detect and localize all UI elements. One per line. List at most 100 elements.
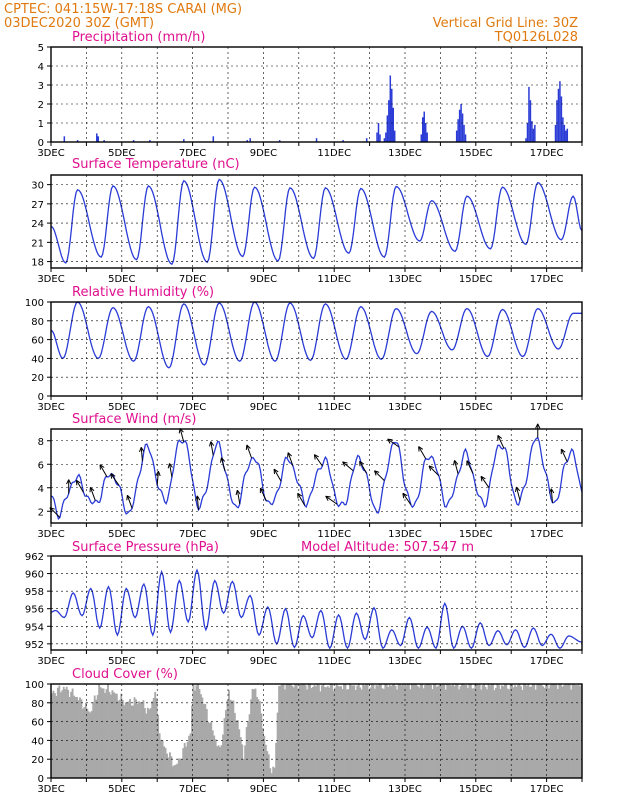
cloud-bar <box>407 684 410 778</box>
precip-bar <box>529 100 532 142</box>
cloud-bar <box>511 684 514 778</box>
y-tick-label: 20 <box>31 373 44 384</box>
cloud-bar <box>326 686 329 778</box>
x-tick-label: 9DEC <box>250 274 277 285</box>
precip-bar <box>525 138 527 142</box>
cloud-bar <box>80 699 83 778</box>
cloud-bar <box>546 684 549 778</box>
plot-frame <box>50 428 583 524</box>
cloud-bar <box>506 688 509 778</box>
y-tick-label: 100 <box>25 680 44 691</box>
cloud-bar <box>518 684 521 778</box>
cloud-bar <box>70 691 73 778</box>
wind-arrow <box>99 464 108 478</box>
cloud-bar <box>93 695 96 778</box>
precip-bar <box>342 140 344 142</box>
cloud-bar <box>270 773 273 778</box>
cloud-bar <box>244 745 247 778</box>
cloud-bar <box>64 689 67 778</box>
y-tick-label: 80 <box>31 699 44 710</box>
cloud-bar <box>112 692 115 778</box>
cloud-bar <box>435 686 438 778</box>
cloud-bar <box>198 689 201 778</box>
x-tick-label: 13DEC <box>388 148 422 159</box>
x-tick-label: 11DEC <box>317 402 351 413</box>
cloud-bar <box>264 744 267 778</box>
cloud-bar <box>562 685 565 778</box>
wind-arrow-head <box>235 489 241 496</box>
wind-arrow <box>273 468 282 482</box>
cloud-bar <box>369 687 372 778</box>
x-tick-label: 7DEC <box>179 148 206 159</box>
cloud-bar <box>120 693 123 778</box>
cloud-bar <box>376 685 379 778</box>
precip-bar <box>183 139 185 142</box>
cloud-bar <box>289 684 292 778</box>
cloud-bar <box>431 688 434 778</box>
wind-panel: 2 4 6 8 3DEC 5DEC 7DEC 9DEC 11DEC 13DEC 15DEC 17DEC… <box>37 412 583 540</box>
wind-arrow <box>374 470 385 481</box>
cloud-bar <box>101 688 104 778</box>
cloud-bar <box>114 693 117 778</box>
cloud-bar <box>232 700 235 778</box>
cloud-bar <box>199 694 202 778</box>
y-tick-label: 60 <box>31 336 44 347</box>
cloud-bar <box>385 684 388 778</box>
cloud-bar <box>79 697 81 778</box>
cloud-bar <box>446 684 449 778</box>
cloud-bar <box>527 684 530 778</box>
cloud-bar <box>197 684 199 778</box>
cloud-bar <box>176 763 179 778</box>
cloud-bar <box>242 758 245 778</box>
cloud-bar <box>387 687 390 778</box>
x-tick-label: 17DEC <box>530 274 564 285</box>
x-tick-label: 11DEC <box>317 656 351 667</box>
cloud-bar <box>211 730 214 778</box>
wind-series <box>49 423 583 520</box>
cloud-bar <box>450 685 453 778</box>
cloud-bar <box>111 690 114 778</box>
cloud-bar <box>472 688 475 778</box>
precip-series <box>63 75 569 142</box>
y-tick-label: 4 <box>38 484 44 495</box>
cloud-bar <box>146 707 149 778</box>
cloud-bar <box>248 714 251 778</box>
pressure-line <box>51 568 582 650</box>
cloud-bar <box>573 684 576 778</box>
precip-bar <box>424 123 427 142</box>
cloud-bar <box>456 684 459 778</box>
cloud-bar <box>384 684 387 778</box>
cloud-bar <box>382 688 385 778</box>
wind-arrow-head <box>297 492 303 499</box>
cloud-bar <box>319 691 322 778</box>
wind-arrow-head <box>497 434 503 441</box>
cloud-bar <box>310 688 313 778</box>
cloud-bar <box>71 688 74 778</box>
x-tick-label: 5DEC <box>108 529 135 540</box>
cloud-bar <box>492 684 494 778</box>
cloud-bar <box>272 766 275 778</box>
cloud-bar <box>427 684 429 778</box>
cloud-bar <box>388 684 391 778</box>
humidity-panel: 0 20 40 60 80 100 3DEC 5DEC 7DEC 9DEC 11DEC 13DEC 15… <box>25 285 583 413</box>
x-tick-label: 15DEC <box>459 402 493 413</box>
cloud-bar <box>533 684 536 778</box>
cloud-bar <box>340 686 342 778</box>
cloud-bar <box>320 685 323 778</box>
cloud-bar <box>253 689 255 778</box>
cloud-bar <box>338 686 341 778</box>
cloud-bar <box>102 688 105 778</box>
x-tick-label: 5DEC <box>108 402 135 413</box>
cloud-bar <box>449 685 452 778</box>
wind-arrow-head <box>313 454 319 460</box>
cloud-bar <box>372 684 375 778</box>
cloud-bar <box>294 684 297 778</box>
x-tick-label: 3DEC <box>37 784 64 795</box>
cloud-bar <box>287 684 289 778</box>
wind-arrow <box>418 446 427 459</box>
cloud-bar <box>154 692 157 778</box>
cloud-bar <box>489 685 491 778</box>
cloud-bar <box>129 698 132 778</box>
y-tick-label: 3 <box>38 81 44 92</box>
cloud-bar <box>571 684 574 778</box>
